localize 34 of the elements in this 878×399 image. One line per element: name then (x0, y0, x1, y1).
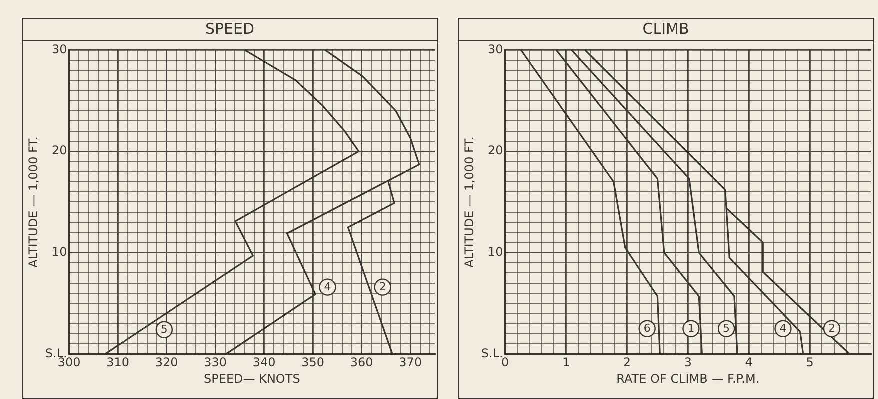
x-tick-label: 310 (106, 356, 130, 370)
x-tick-label: 3 (684, 356, 692, 370)
annotation: 6 (644, 322, 651, 336)
y-tick-label: 10 (52, 244, 68, 259)
chart-title: CLIMB (459, 19, 873, 41)
x-tick-label: 360 (350, 356, 374, 370)
annotation: 4 (324, 280, 332, 294)
x-tick-label: 340 (252, 356, 276, 370)
x-tick-label: 330 (204, 356, 228, 370)
y-axis-title: ALTITUDE — 1,000 FT. (462, 136, 476, 268)
x-tick-label: 350 (302, 356, 325, 370)
y-tick-label: 30 (488, 42, 504, 56)
x-tick-label: 0 (502, 356, 510, 370)
y-tick-label: 10 (488, 244, 504, 259)
annotation: 4 (780, 322, 787, 336)
y-tick-label: 20 (52, 144, 68, 158)
y-axis-title: ALTITUDE — 1,000 FT. (26, 136, 40, 268)
y-tick-label: 30 (52, 42, 68, 56)
y-tick-label: S.L. (481, 346, 504, 360)
x-tick-label: 5 (806, 356, 814, 370)
x-axis-title: SPEED— KNOTS (204, 372, 300, 386)
x-tick-label: 370 (399, 356, 422, 370)
x-tick-label: 2 (623, 356, 632, 370)
x-axis-title: RATE OF CLIMB — F.P.M. (616, 372, 760, 386)
x-tick-label: 1 (562, 356, 570, 370)
annotation: 2 (379, 280, 386, 294)
y-tick-label: 20 (488, 144, 504, 158)
annotation: 2 (828, 322, 836, 336)
annotation: 5 (723, 322, 730, 336)
x-tick-label: 320 (155, 356, 178, 370)
chart-title: SPEED (23, 19, 437, 41)
annotation: 5 (160, 323, 168, 336)
x-tick-label: 4 (745, 356, 753, 370)
annotation: 1 (688, 322, 695, 336)
